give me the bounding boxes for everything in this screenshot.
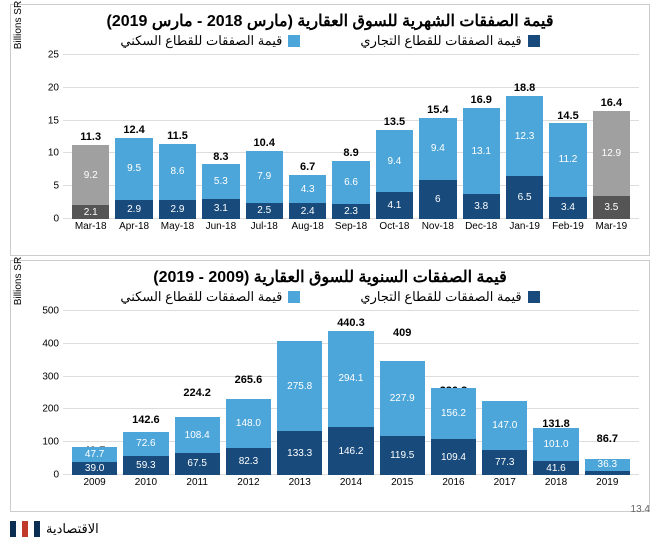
- bar-group: 230.3156.2109.4: [431, 311, 476, 475]
- legend-residential-2: قيمة الصفقات للقطاع السكني: [120, 289, 300, 305]
- bar-group: 11.39.22.1: [72, 55, 109, 219]
- monthly-title: قيمة الصفقات الشهرية للسوق العقارية (مار…: [11, 5, 649, 33]
- bar-group: 142.672.659.3: [123, 311, 168, 475]
- bar-group: 440.3294.1146.2: [328, 311, 373, 475]
- bar-group: 409227.9119.5: [380, 311, 425, 475]
- bar-group: 224.2108.467.5: [175, 311, 220, 475]
- monthly-plot: 051015202511.39.22.112.49.52.911.58.62.9…: [63, 55, 639, 219]
- annual-legend: قيمة الصفقات للقطاع التجاري قيمة الصفقات…: [11, 289, 649, 305]
- legend-commercial-2: قيمة الصفقات للقطاع التجاري: [360, 289, 539, 305]
- swatch-residential-2: [288, 291, 300, 303]
- bar-group: 8.35.33.1: [202, 55, 239, 219]
- annual-plot: 010020030040050049.747.739.0142.672.659.…: [63, 311, 639, 475]
- bar-group: 16.913.13.8: [463, 55, 500, 219]
- annual-chart-area: Billions SR 010020030040050049.747.739.0…: [11, 311, 649, 501]
- monthly-chart-panel: قيمة الصفقات الشهرية للسوق العقارية (مار…: [10, 4, 650, 256]
- monthly-chart-area: Billions SR 051015202511.39.22.112.49.52…: [11, 55, 649, 245]
- legend-commercial: قيمة الصفقات للقطاع التجاري: [360, 33, 539, 49]
- bar-group: 86.736.3: [585, 311, 630, 475]
- monthly-x-labels: Mar-18Apr-18May-18Jun-18Jul-18Aug-18Sep-…: [63, 221, 639, 245]
- legend-residential-label-2: قيمة الصفقات للقطاع السكني: [120, 289, 282, 305]
- bar-group: 6.74.32.4: [289, 55, 326, 219]
- bar-group: 12.49.52.9: [115, 55, 152, 219]
- bar-group: 16.412.93.5: [593, 55, 630, 219]
- legend-residential-label: قيمة الصفقات للقطاع السكني: [120, 33, 282, 49]
- corner-note: 13.4: [631, 504, 650, 515]
- bar-group: 14.511.23.4: [549, 55, 586, 219]
- legend-commercial-label-2: قيمة الصفقات للقطاع التجاري: [360, 289, 521, 305]
- bar-group: 131.8101.041.6: [533, 311, 578, 475]
- swatch-commercial-2: [528, 291, 540, 303]
- annual-x-labels: 2009201020112012201320142015201620172018…: [63, 477, 639, 501]
- annual-title: قيمة الصفقات السنوية للسوق العقارية (200…: [11, 261, 649, 289]
- monthly-legend: قيمة الصفقات للقطاع التجاري قيمة الصفقات…: [11, 33, 649, 49]
- bar-group: 13.59.44.1: [376, 55, 413, 219]
- bar-group: 10.47.92.5: [246, 55, 283, 219]
- bar-group: 8.96.62.3: [332, 55, 369, 219]
- bar-group: 18.812.36.5: [506, 55, 543, 219]
- bar-group: 49.747.739.0: [72, 311, 117, 475]
- monthly-y-label: Billions SR: [13, 0, 24, 55]
- legend-residential: قيمة الصفقات للقطاع السكني: [120, 33, 300, 49]
- annual-chart-panel: قيمة الصفقات السنوية للسوق العقارية (200…: [10, 260, 650, 512]
- bar-group: 175.9147.077.3: [482, 311, 527, 475]
- swatch-residential: [288, 35, 300, 47]
- bar-group: 265.6148.082.3: [226, 311, 271, 475]
- bar-group: 15.49.46: [419, 55, 456, 219]
- legend-commercial-label: قيمة الصفقات للقطاع التجاري: [360, 33, 521, 49]
- bar-group: 11.58.62.9: [159, 55, 196, 219]
- annual-y-label: Billions SR: [13, 251, 24, 311]
- bar-group: 347.4275.8133.3: [277, 311, 322, 475]
- swatch-commercial: [528, 35, 540, 47]
